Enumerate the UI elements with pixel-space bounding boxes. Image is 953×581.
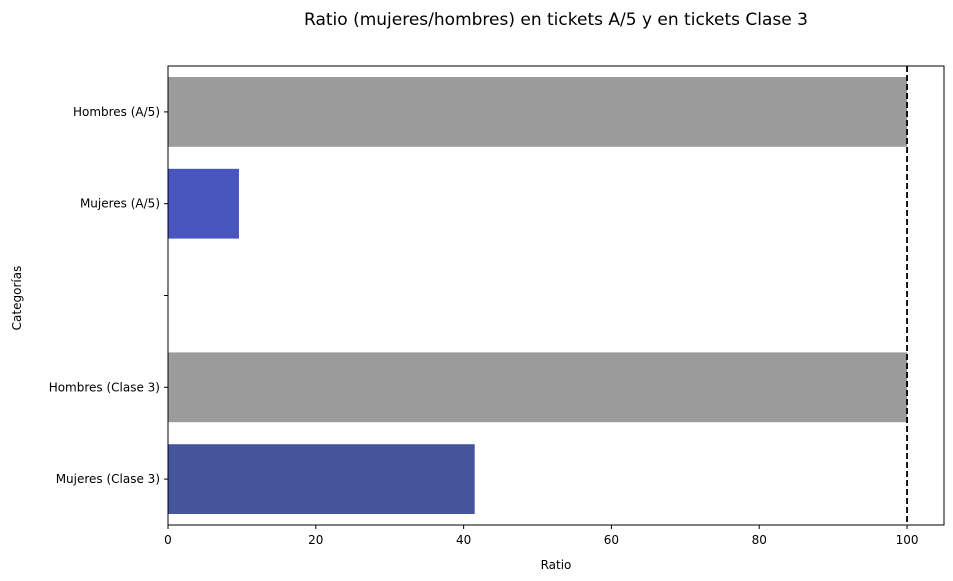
- bar: [168, 168, 239, 239]
- bar: [168, 77, 908, 147]
- x-axis-label: Ratio: [541, 558, 572, 572]
- x-axis: 0 20 40 60 80 100: [164, 525, 919, 547]
- y-tick-label: Mujeres (A/5): [80, 197, 160, 211]
- plot-area: [167, 65, 945, 526]
- x-tick-label: 0: [164, 533, 172, 547]
- x-tick-label: 100: [896, 533, 919, 547]
- y-tick-label: Mujeres (Clase 3): [56, 472, 160, 486]
- y-tick-label: Hombres (Clase 3): [49, 380, 160, 394]
- x-tick-label: 60: [604, 533, 619, 547]
- y-tick-label: Hombres (A/5): [73, 105, 160, 119]
- y-axis: Mujeres (Clase 3) Hombres (Clase 3) Mujere…: [49, 105, 168, 486]
- bar: [168, 444, 475, 514]
- x-tick-label: 20: [308, 533, 323, 547]
- y-axis-label: Categorías: [10, 266, 24, 331]
- x-tick-label: 40: [456, 533, 471, 547]
- chart-title: Ratio (mujeres/hombres) en tickets A/5 y…: [304, 10, 808, 30]
- bar: [168, 352, 908, 423]
- x-tick-label: 80: [752, 533, 767, 547]
